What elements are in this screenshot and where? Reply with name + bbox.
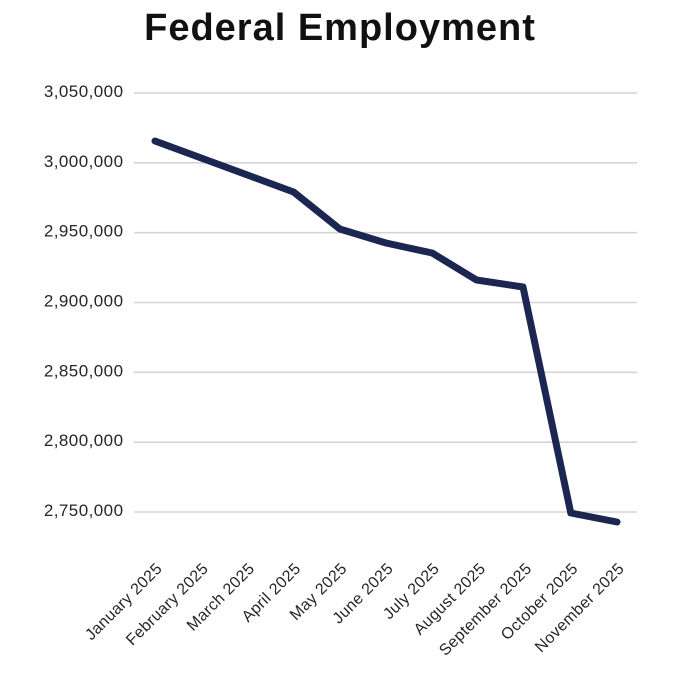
svg-text:2,750,000: 2,750,000	[44, 501, 124, 520]
svg-text:3,000,000: 3,000,000	[44, 152, 124, 171]
svg-text:2,900,000: 2,900,000	[44, 292, 124, 311]
svg-text:Federal Employment: Federal Employment	[144, 7, 536, 49]
svg-text:2,800,000: 2,800,000	[44, 431, 124, 450]
svg-text:3,050,000: 3,050,000	[44, 82, 124, 101]
svg-text:2,950,000: 2,950,000	[44, 222, 124, 241]
svg-text:2,850,000: 2,850,000	[44, 361, 124, 380]
